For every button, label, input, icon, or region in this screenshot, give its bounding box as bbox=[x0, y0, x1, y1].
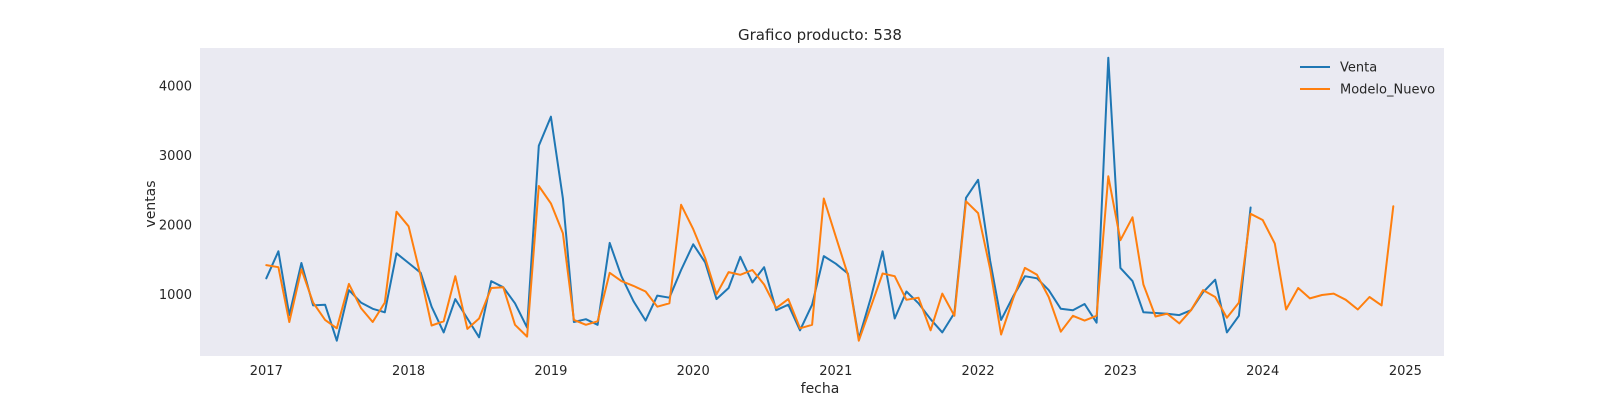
series-line-venta bbox=[265, 56, 1252, 342]
series-lines bbox=[265, 56, 1395, 342]
y-tick-label: 1000 bbox=[159, 288, 192, 303]
series-line-modelo-nuevo bbox=[265, 175, 1395, 342]
plot-area bbox=[200, 48, 1444, 356]
legend-label: Modelo_Nuevo bbox=[1340, 83, 1435, 98]
legend-label: Venta bbox=[1340, 61, 1377, 76]
y-tick-label: 3000 bbox=[159, 149, 192, 164]
chart-title: Grafico producto: 538 bbox=[738, 26, 902, 44]
y-axis-ticks: 1000 2000 3000 4000 bbox=[159, 80, 192, 303]
x-tick-label: 2024 bbox=[1246, 364, 1279, 379]
x-tick-label: 2019 bbox=[534, 364, 567, 379]
x-tick-label: 2022 bbox=[962, 364, 995, 379]
y-tick-label: 4000 bbox=[159, 80, 192, 95]
x-tick-label: 2021 bbox=[819, 364, 852, 379]
x-tick-label: 2017 bbox=[250, 364, 283, 379]
legend: Venta Modelo_Nuevo bbox=[1300, 61, 1435, 98]
y-axis-label: ventas bbox=[143, 180, 159, 227]
x-tick-label: 2025 bbox=[1389, 364, 1422, 379]
x-tick-label: 2020 bbox=[677, 364, 710, 379]
x-axis-ticks: 2017 2018 2019 2020 2021 2022 2023 2024 2025 bbox=[250, 364, 1422, 379]
x-axis-label: fecha bbox=[801, 381, 840, 397]
x-tick-label: 2018 bbox=[392, 364, 425, 379]
y-tick-label: 2000 bbox=[159, 218, 192, 233]
x-tick-label: 2023 bbox=[1104, 364, 1137, 379]
